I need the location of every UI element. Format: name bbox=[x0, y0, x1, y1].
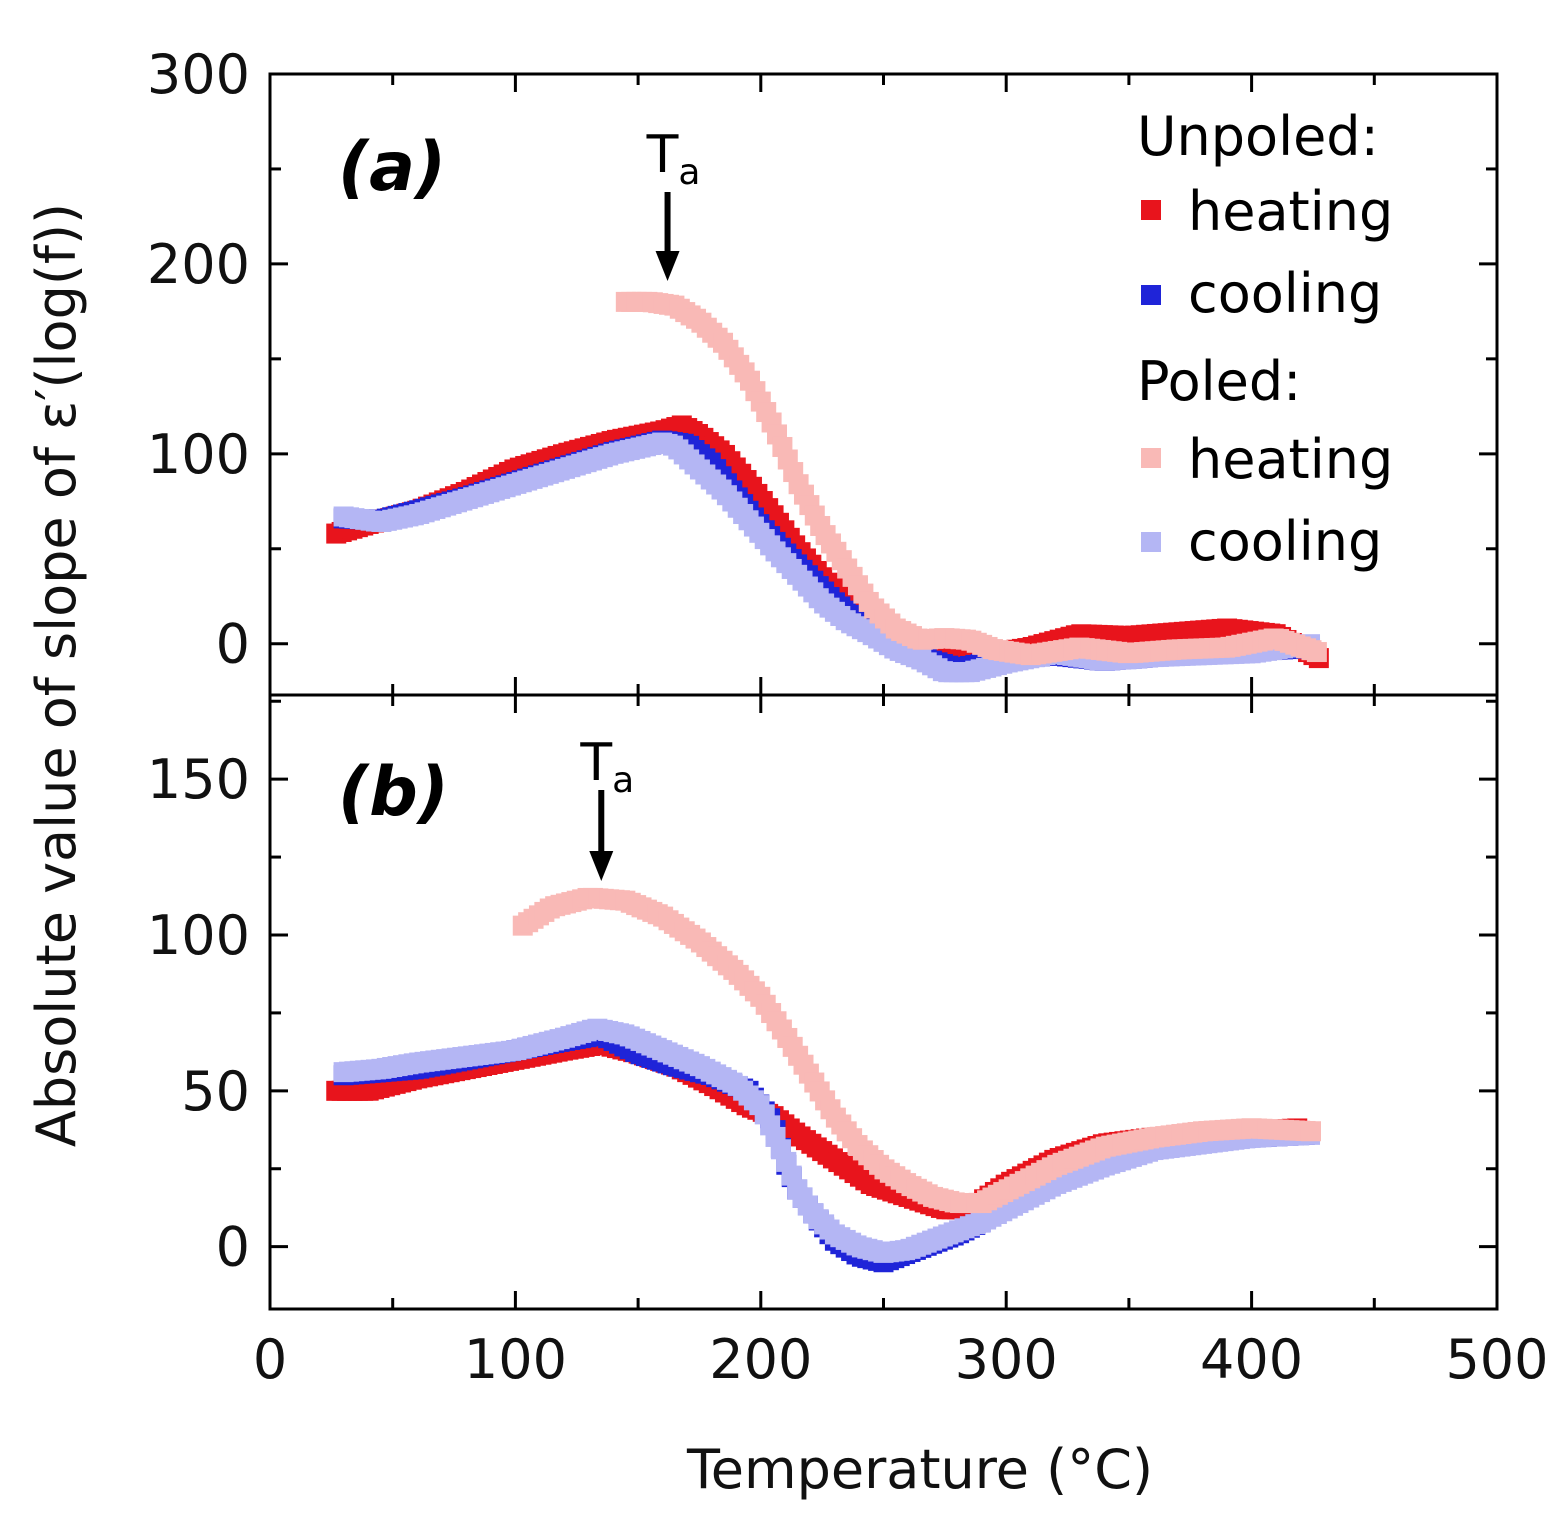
legend-label-poled-heating: heating bbox=[1188, 428, 1393, 491]
y-tick-label: 200 bbox=[147, 233, 250, 296]
y-tick-label: 150 bbox=[147, 748, 250, 811]
x-axis-title: Temperature (°C) bbox=[686, 1438, 1153, 1501]
x-tick-label: 500 bbox=[1445, 1328, 1548, 1391]
x-tick-label: 200 bbox=[709, 1328, 812, 1391]
legend-marker-poled-heating bbox=[1141, 448, 1161, 468]
x-axis-tick-labels: 0 100 200 300 400 500 bbox=[253, 1328, 1549, 1391]
ta-arrow-head bbox=[655, 251, 680, 281]
y-tick-label: 0 bbox=[216, 613, 250, 676]
legend-label-unpoled-heating: heating bbox=[1188, 180, 1393, 243]
x-tick-label: 100 bbox=[464, 1328, 567, 1391]
legend-marker-unpoled-cooling bbox=[1141, 285, 1161, 305]
panel-a-series bbox=[326, 291, 1329, 683]
legend: Unpoled: heating cooling Poled: heating … bbox=[1137, 105, 1393, 573]
point-poled-heating bbox=[1306, 642, 1327, 663]
panel-b-ticks: 0 50 100 150 bbox=[147, 695, 1497, 1309]
x-tick-label: 300 bbox=[955, 1328, 1058, 1391]
panel-b-label: (b) bbox=[338, 753, 449, 832]
panel-b-ta-annotation: Ta bbox=[579, 733, 634, 881]
panel-a-ticks: 0 100 200 300 bbox=[147, 43, 1497, 695]
legend-label-unpoled-cooling: cooling bbox=[1188, 262, 1382, 325]
y-tick-label: 100 bbox=[147, 423, 250, 486]
ta-arrow-head bbox=[589, 851, 614, 881]
legend-group-unpoled-title: Unpoled: bbox=[1137, 105, 1379, 168]
y-tick-label: 0 bbox=[216, 1216, 250, 1279]
legend-label-poled-cooling: cooling bbox=[1188, 510, 1382, 573]
x-tick-label: 0 bbox=[253, 1328, 287, 1391]
panel-b-series bbox=[326, 887, 1321, 1273]
panel-b-frame bbox=[268, 693, 1499, 1311]
y-axis-title: Absolute value of slope of ε′(log(f)) bbox=[25, 203, 88, 1147]
x-tick-label: 400 bbox=[1200, 1328, 1303, 1391]
legend-marker-poled-cooling bbox=[1141, 532, 1161, 552]
legend-marker-unpoled-heating bbox=[1141, 200, 1161, 220]
y-tick-label: 300 bbox=[147, 43, 250, 106]
panel-a-label: (a) bbox=[338, 128, 446, 207]
legend-group-poled-title: Poled: bbox=[1137, 350, 1301, 413]
panel-b: 0 50 100 150 (b) Ta bbox=[147, 693, 1499, 1311]
panel-a-ta-annotation: Ta bbox=[646, 125, 701, 281]
point-poled-heating bbox=[1300, 1121, 1321, 1142]
panel-a: 0 100 200 300 (a) Ta Unpoled: heating cooli… bbox=[147, 43, 1499, 697]
y-tick-label: 50 bbox=[181, 1060, 250, 1123]
y-tick-label: 100 bbox=[147, 904, 250, 967]
ta-annotation-text: Ta bbox=[579, 733, 634, 801]
ta-annotation-text: Ta bbox=[646, 125, 701, 193]
